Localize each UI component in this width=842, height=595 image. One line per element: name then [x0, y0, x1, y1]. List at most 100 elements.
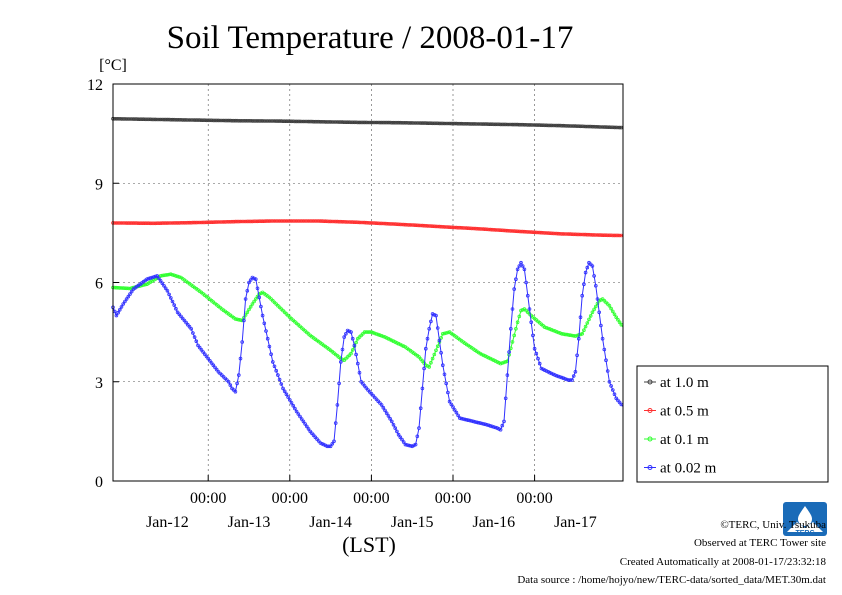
data-point [563, 232, 567, 236]
data-point [337, 381, 341, 386]
data-point [389, 338, 394, 343]
data-point [116, 310, 120, 315]
data-point [590, 233, 595, 237]
data-point [354, 220, 358, 225]
data-point [519, 308, 523, 313]
data-point [532, 346, 537, 351]
data-point [361, 381, 365, 386]
data-point [429, 319, 433, 324]
data-point [500, 122, 505, 127]
data-point [315, 119, 319, 124]
data-point [379, 403, 384, 407]
data-point [534, 351, 539, 356]
data-point [332, 120, 336, 124]
data-point [427, 121, 432, 125]
data-point [362, 330, 367, 334]
data-point [124, 117, 129, 121]
data-point [512, 287, 516, 291]
data-point [169, 272, 173, 277]
data-point [294, 409, 299, 414]
data-point [327, 120, 331, 124]
data-point [255, 119, 260, 123]
data-point [208, 220, 212, 225]
data-point [211, 118, 216, 123]
data-point [456, 121, 460, 126]
data-point [262, 119, 267, 123]
data-point [593, 233, 598, 237]
data-point [128, 286, 132, 291]
data-point [338, 219, 343, 224]
data-point [123, 286, 127, 291]
data-point [308, 219, 313, 223]
data-point [158, 117, 163, 122]
data-point [366, 221, 370, 225]
data-point [389, 222, 394, 226]
data-point [216, 220, 221, 224]
data-point [503, 396, 508, 401]
data-point [439, 224, 443, 229]
data-point [157, 276, 161, 281]
y-tick-label: 6 [95, 276, 103, 293]
data-point [612, 312, 617, 317]
data-point [413, 121, 418, 125]
data-point [444, 331, 449, 335]
data-point [599, 233, 603, 237]
data-point [175, 221, 180, 225]
data-point [539, 366, 544, 371]
data-point [583, 232, 588, 237]
data-point [206, 118, 211, 123]
data-point [558, 232, 562, 236]
data-point [575, 124, 579, 128]
data-point [568, 333, 573, 338]
data-point [405, 223, 409, 227]
data-point [442, 372, 447, 377]
data-point [542, 231, 547, 235]
data-point [123, 221, 127, 225]
data-point [135, 221, 139, 225]
y-tick-label: 3 [95, 375, 103, 392]
data-point [238, 318, 243, 322]
data-point [201, 220, 205, 225]
data-point [553, 373, 557, 377]
data-point [614, 315, 618, 320]
data-point [600, 336, 605, 341]
data-point [350, 348, 355, 352]
legend-label: at 0.1 m [660, 432, 709, 448]
data-point [354, 340, 358, 345]
data-point [490, 357, 494, 362]
data-point [559, 331, 564, 336]
data-point [148, 117, 153, 122]
data-point [417, 355, 421, 359]
data-point [364, 330, 369, 334]
data-point [551, 231, 556, 236]
data-point [463, 122, 467, 126]
data-point [364, 220, 369, 225]
data-point [553, 123, 557, 128]
data-point [160, 221, 165, 225]
data-point [468, 418, 472, 423]
data-point [243, 219, 248, 224]
data-point [551, 328, 556, 333]
data-point [400, 343, 404, 348]
data-point [384, 120, 389, 125]
data-point [609, 233, 613, 238]
data-point [580, 331, 584, 336]
data-point [226, 118, 231, 123]
data-point [135, 117, 139, 121]
data-point [495, 360, 500, 364]
data-point [544, 231, 549, 235]
data-point [525, 230, 530, 234]
data-point [269, 119, 273, 123]
data-point [150, 275, 154, 280]
data-point [515, 267, 520, 272]
data-point [610, 233, 615, 238]
data-point [304, 219, 309, 223]
data-point [350, 120, 355, 125]
data-point [525, 293, 530, 298]
data-point [561, 123, 566, 128]
data-point [221, 118, 226, 123]
data-point [546, 123, 550, 128]
data-point [342, 120, 347, 124]
data-point [517, 314, 522, 319]
